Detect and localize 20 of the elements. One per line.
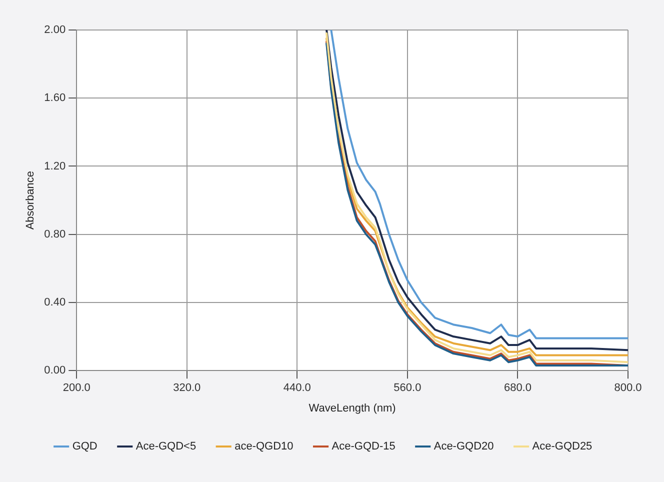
legend-label: Ace-GQD25 <box>532 440 592 453</box>
legend-label: ace-QGD10 <box>234 440 294 453</box>
legend-label: Ace-GQD<5 <box>136 440 196 453</box>
y-tick-label: 0.40 <box>44 296 66 309</box>
y-tick-label: 2.00 <box>44 24 66 36</box>
x-tick-label: 680.0 <box>504 382 532 394</box>
x-tick-label: 200.0 <box>62 382 90 394</box>
legend-label: GQD <box>72 440 98 453</box>
x-tick-label: 440.0 <box>283 382 311 394</box>
y-tick-label: 1.20 <box>44 160 66 172</box>
x-tick-label: 320.0 <box>173 382 201 394</box>
x-tick-label: 800.0 <box>614 382 642 394</box>
x-axis-title: WaveLength (nm) <box>308 402 396 414</box>
y-tick-label: 1.60 <box>44 92 66 104</box>
x-tick-label: 560.0 <box>394 382 422 394</box>
y-tick-label: 0.00 <box>44 364 66 377</box>
legend-label: Ace-GQD20 <box>434 440 494 453</box>
y-axis-title: Absorbance <box>24 170 37 230</box>
y-tick-label: 0.80 <box>44 228 66 240</box>
legend-label: Ace-GQD-15 <box>332 440 396 453</box>
